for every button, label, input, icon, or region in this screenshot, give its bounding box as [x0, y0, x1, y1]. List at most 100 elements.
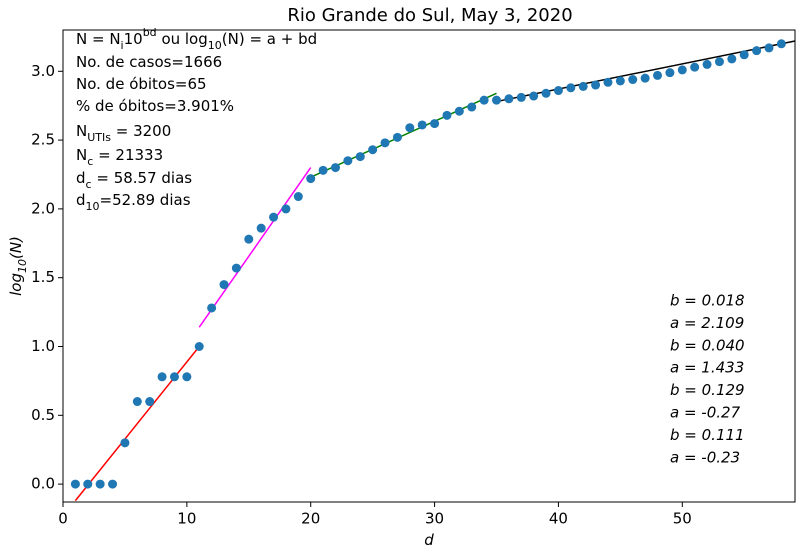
fit-label: a = -0.23	[670, 448, 740, 466]
fit-label: a = 1.433	[670, 359, 744, 377]
data-point	[454, 106, 464, 116]
fit-line	[74, 346, 200, 502]
data-point	[714, 57, 724, 67]
annotation: No. de casos=1666	[76, 53, 222, 71]
data-point	[392, 132, 402, 142]
data-point	[764, 43, 774, 53]
y-tick-label: 2.0	[31, 199, 55, 217]
data-point	[95, 479, 105, 489]
text-part: 10	[208, 39, 222, 52]
text-part: d	[424, 531, 434, 549]
data-point	[541, 88, 551, 98]
text-part: 10	[16, 259, 29, 273]
text-part: ou log	[157, 30, 208, 48]
data-point	[591, 80, 601, 90]
data-point	[108, 479, 118, 489]
text-part: = 3200	[111, 122, 171, 140]
annotation: % de óbitos=3.901%	[76, 97, 234, 115]
data-point	[752, 46, 762, 56]
fit-label: b = 0.111	[670, 426, 745, 444]
y-tick-label: 0.0	[31, 475, 55, 493]
data-point	[727, 54, 737, 64]
data-point	[640, 73, 650, 83]
x-tick-label: 50	[673, 510, 692, 528]
annotation: No. de óbitos=65	[76, 75, 207, 93]
fit-line	[198, 167, 312, 328]
data-point	[169, 372, 179, 382]
y-tick-label: 0.5	[31, 406, 55, 424]
data-point	[368, 145, 378, 155]
data-point	[132, 397, 142, 407]
x-tick-label: 30	[425, 510, 444, 528]
data-point	[157, 372, 167, 382]
data-point	[739, 50, 749, 60]
y-tick-label: 2.5	[31, 131, 55, 149]
data-point	[776, 39, 786, 49]
data-point	[207, 303, 217, 313]
data-point	[70, 479, 80, 489]
plot-area	[62, 29, 796, 503]
y-tick-label: 1.0	[31, 337, 55, 355]
x-axis-label: d	[424, 531, 434, 549]
y-tick-label: 3.0	[31, 62, 55, 80]
data-point	[677, 65, 687, 75]
data-point	[553, 86, 563, 96]
data-point	[256, 223, 266, 233]
data-point	[281, 204, 291, 214]
data-point	[194, 342, 204, 352]
data-point	[566, 83, 576, 93]
text-part: i	[121, 39, 124, 52]
y-axis-label: log10(N)	[7, 236, 29, 296]
x-tick-label: 0	[58, 510, 68, 528]
text-part: N	[76, 122, 87, 140]
text-part: c	[87, 155, 93, 168]
data-point	[318, 165, 328, 175]
data-point	[628, 75, 638, 85]
text-part: d	[76, 169, 86, 187]
data-point	[182, 372, 192, 382]
data-point	[665, 68, 675, 78]
data-point	[330, 163, 340, 173]
data-point	[120, 438, 130, 448]
data-point	[405, 123, 415, 133]
data-point	[529, 91, 539, 101]
fit-label: b = 0.129	[670, 381, 745, 399]
x-tick-label: 10	[177, 510, 196, 528]
text-part: 10	[86, 200, 100, 213]
text-part: No. de óbitos=65	[76, 75, 207, 93]
data-point	[244, 234, 254, 244]
data-point	[702, 59, 712, 69]
data-point	[355, 152, 365, 162]
data-point	[417, 120, 427, 130]
text-part: N = N	[76, 30, 121, 48]
fit-label: a = 2.109	[670, 314, 744, 332]
fit-label: b = 0.040	[670, 336, 745, 354]
data-point	[603, 77, 613, 87]
text-part: No. de casos=1666	[76, 53, 222, 71]
text-part: d	[76, 191, 86, 209]
annotation: Nc = 21333	[76, 146, 163, 168]
text-part: log	[7, 273, 25, 296]
data-point	[145, 397, 155, 407]
chart-title: Rio Grande do Sul, May 3, 2020	[287, 5, 572, 26]
y-tick-label: 1.5	[31, 268, 55, 286]
data-point	[516, 92, 526, 102]
data-point	[306, 174, 316, 184]
data-point	[578, 81, 588, 91]
annotation: dc = 58.57 dias	[76, 169, 192, 191]
annotation: N = Ni10bd ou log10(N) = a + bd	[76, 26, 317, 52]
annotation: NUTIs = 3200	[76, 122, 171, 144]
x-tick-label: 40	[549, 510, 568, 528]
x-tick-label: 20	[301, 510, 320, 528]
text-part: =52.89 dias	[100, 191, 191, 209]
text-part: (N) = a + bd	[222, 30, 317, 48]
text-part: N	[76, 146, 87, 164]
data-point	[293, 192, 303, 202]
data-point	[690, 62, 700, 72]
annotation: d10=52.89 dias	[76, 191, 191, 213]
data-point	[83, 479, 93, 489]
data-point	[442, 110, 452, 120]
data-point	[479, 95, 489, 105]
data-point	[504, 94, 514, 104]
